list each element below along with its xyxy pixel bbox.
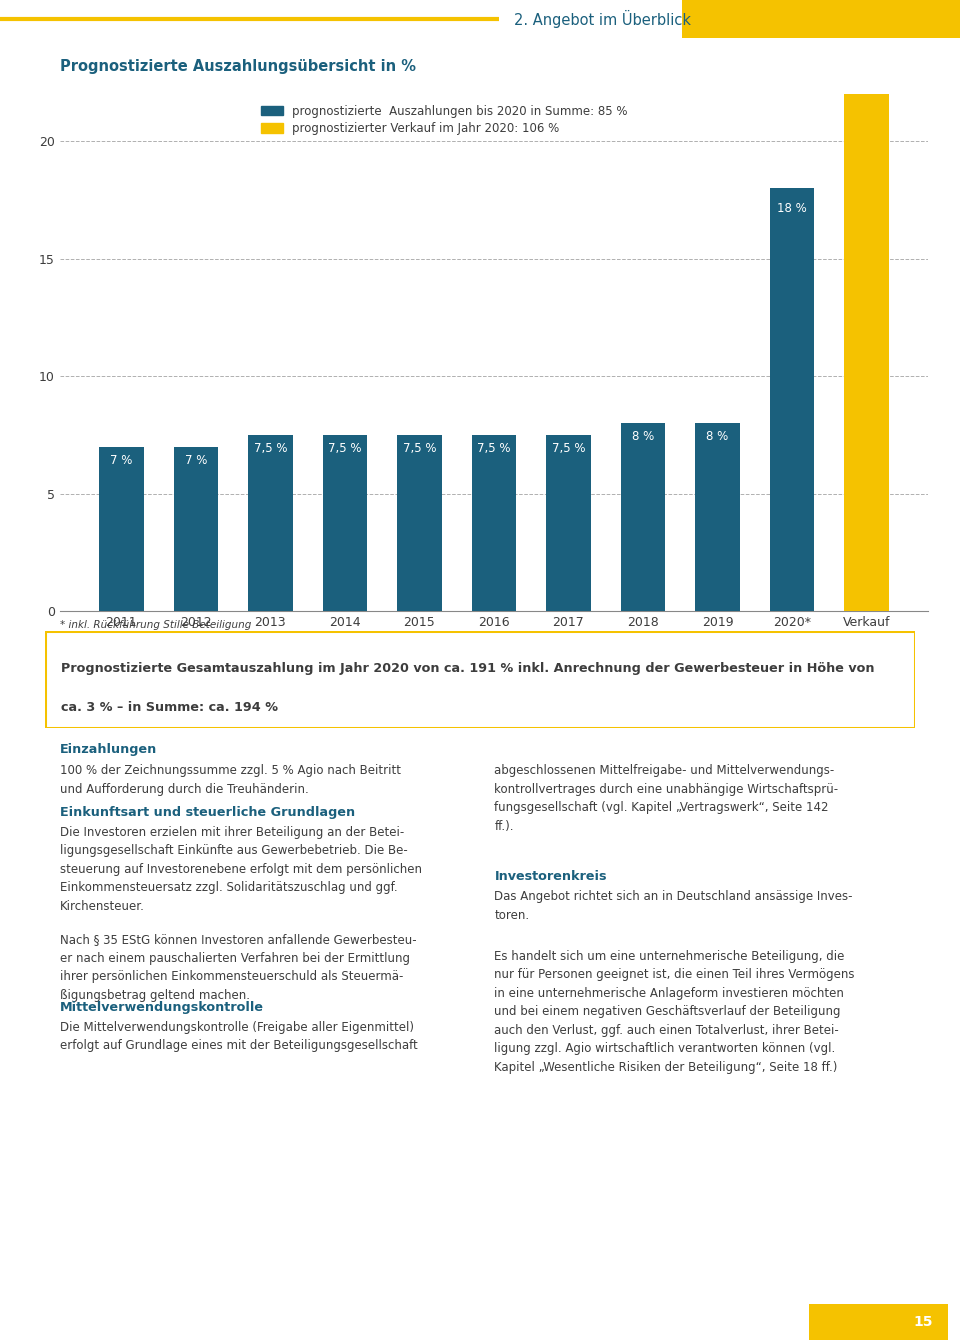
Text: * inkl. Rückführung Stille Beteiligung: * inkl. Rückführung Stille Beteiligung <box>60 620 251 630</box>
Text: Es handelt sich um eine unternehmerische Beteiligung, die
nur für Personen geeig: Es handelt sich um eine unternehmerische… <box>494 950 855 1073</box>
FancyBboxPatch shape <box>45 631 915 728</box>
Text: Die Investoren erzielen mit ihrer Beteiligung an der Betei-
ligungsgesellschaft : Die Investoren erzielen mit ihrer Beteil… <box>60 826 421 913</box>
Text: 18 %: 18 % <box>777 201 806 215</box>
Text: Einkunftsart und steuerliche Grundlagen: Einkunftsart und steuerliche Grundlagen <box>60 806 354 819</box>
Text: Mittelverwendungskontrolle: Mittelverwendungskontrolle <box>60 1001 263 1014</box>
Bar <box>844 0 889 611</box>
Text: 8 %: 8 % <box>632 430 654 443</box>
Text: Prognostizierte Auszahlungsübersicht in %: Prognostizierte Auszahlungsübersicht in … <box>60 59 416 74</box>
Bar <box>682 0 960 38</box>
Text: Prognostizierte Gesamtauszahlung im Jahr 2020 von ca. 191 % inkl. Anrechnung der: Prognostizierte Gesamtauszahlung im Jahr… <box>60 662 875 676</box>
Text: Investorenkreis: Investorenkreis <box>494 870 607 884</box>
Text: 8 %: 8 % <box>707 430 729 443</box>
Legend: prognostizierte  Auszahlungen bis 2020 in Summe: 85 %, prognostizierter Verkauf : prognostizierte Auszahlungen bis 2020 in… <box>256 99 633 140</box>
Bar <box>471 435 516 611</box>
Text: Nach § 35 EStG können Investoren anfallende Gewerbesteu-
er nach einem pauschali: Nach § 35 EStG können Investoren anfalle… <box>60 933 416 1002</box>
Text: 15: 15 <box>914 1315 933 1330</box>
Text: abgeschlossenen Mittelfreigabe- und Mittelverwendungs-
kontrollvertrages durch e: abgeschlossenen Mittelfreigabe- und Mitt… <box>494 764 838 833</box>
Text: Das Angebot richtet sich an in Deutschland ansässige Inves-
toren.: Das Angebot richtet sich an in Deutschla… <box>494 890 852 921</box>
Bar <box>248 435 293 611</box>
Bar <box>174 446 218 611</box>
Text: 7 %: 7 % <box>110 454 132 466</box>
Text: Die Mittelverwendungskontrolle (Freigabe aller Eigenmittel)
erfolgt auf Grundlag: Die Mittelverwendungskontrolle (Freigabe… <box>60 1021 418 1052</box>
Bar <box>770 188 814 611</box>
Text: 7,5 %: 7,5 % <box>328 442 362 455</box>
Bar <box>99 446 144 611</box>
Text: 7 %: 7 % <box>184 454 207 466</box>
Bar <box>546 435 590 611</box>
Text: 7,5 %: 7,5 % <box>552 442 586 455</box>
Text: 100 % der Zeichnungssumme zzgl. 5 % Agio nach Beitritt
und Aufforderung durch di: 100 % der Zeichnungssumme zzgl. 5 % Agio… <box>60 764 400 795</box>
Bar <box>620 423 665 611</box>
Text: 7,5 %: 7,5 % <box>402 442 436 455</box>
Text: 7,5 %: 7,5 % <box>477 442 511 455</box>
Bar <box>695 423 740 611</box>
Text: 2. Angebot im Überblick: 2. Angebot im Überblick <box>514 9 690 28</box>
Text: Einzahlungen: Einzahlungen <box>60 743 156 756</box>
Bar <box>397 435 442 611</box>
Text: 7,5 %: 7,5 % <box>253 442 287 455</box>
Text: ca. 3 % – in Summe: ca. 194 %: ca. 3 % – in Summe: ca. 194 % <box>60 701 277 714</box>
Bar <box>323 435 368 611</box>
